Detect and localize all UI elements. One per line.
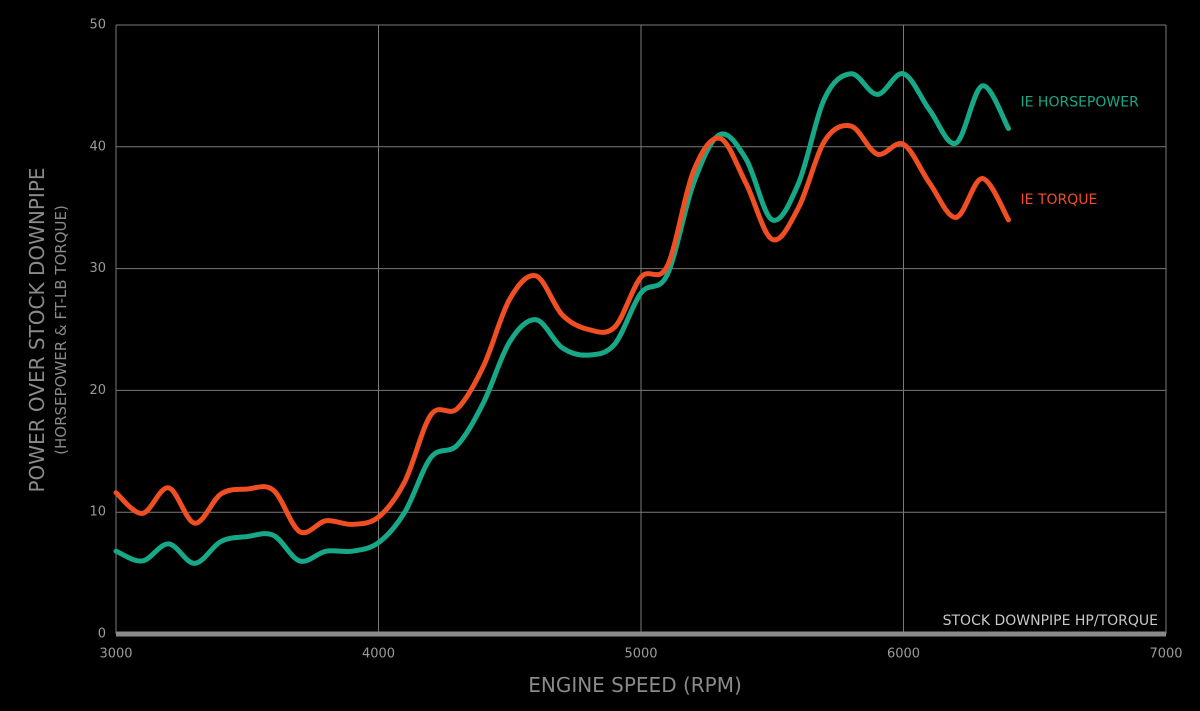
x-tick-label: 6000 bbox=[887, 647, 920, 662]
y-tick-label: 10 bbox=[89, 505, 106, 520]
x-tick-label: 3000 bbox=[99, 647, 132, 662]
series-label: IE TORQUE bbox=[1021, 192, 1098, 208]
x-tick-label: 5000 bbox=[624, 647, 657, 662]
y-tick-label: 40 bbox=[89, 139, 106, 154]
y-tick-label: 50 bbox=[89, 18, 106, 33]
x-tick-label: 4000 bbox=[362, 647, 395, 662]
y-tick-label: 30 bbox=[89, 261, 106, 276]
y-tick-label: 0 bbox=[98, 627, 106, 642]
plot: 0 10 20 30 40 50 3000 4000 5000 6000 7000 STOCK DOW… bbox=[89, 18, 1182, 662]
x-axis-title: ENGINE SPEED (RPM) bbox=[528, 673, 742, 697]
y-tick-label: 20 bbox=[89, 383, 106, 398]
series-label: IE HORSEPOWER bbox=[1021, 95, 1140, 111]
y-axis-subtitle: (HORSEPOWER & FT-LB TORQUE) bbox=[52, 205, 70, 455]
x-tick-label: 7000 bbox=[1149, 647, 1182, 662]
series-line bbox=[113, 123, 1011, 536]
baseline-label: STOCK DOWNPIPE HP/TORQUE bbox=[943, 613, 1158, 629]
series-line bbox=[113, 71, 1011, 566]
y-axis-title: POWER OVER STOCK DOWNPIPE bbox=[25, 167, 49, 492]
